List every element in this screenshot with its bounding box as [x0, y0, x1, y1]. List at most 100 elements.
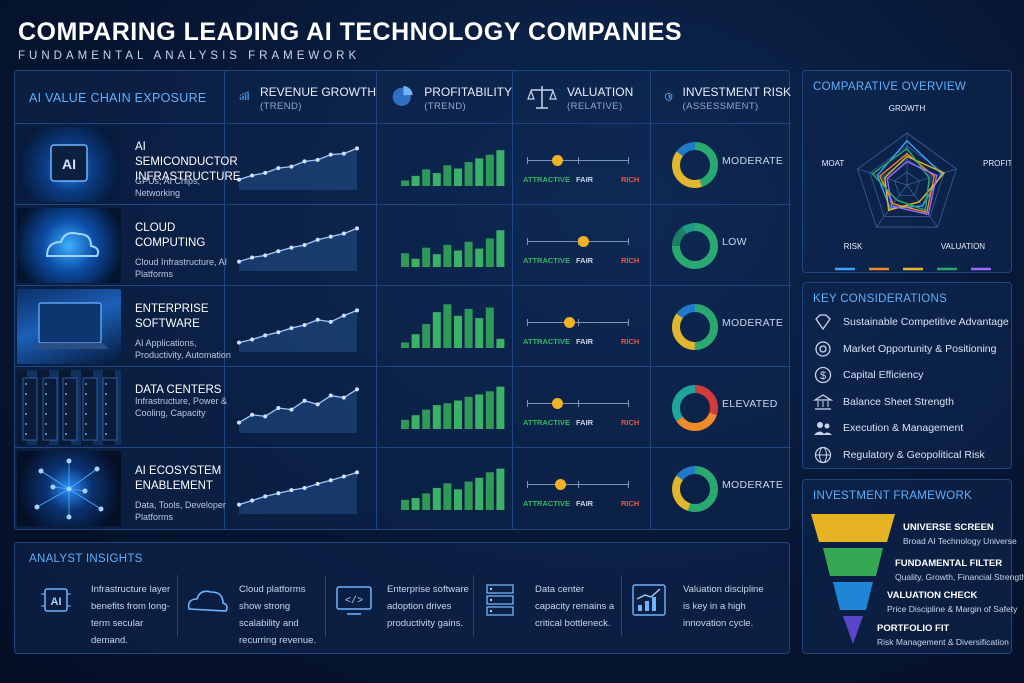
consideration-item: Sustainable Competitive Advantage: [813, 313, 1009, 331]
revenue-growth-sparkline: [237, 387, 359, 433]
profit-bar: [443, 165, 452, 186]
growth-point: [276, 330, 281, 335]
growth-point: [250, 255, 255, 260]
profitability-bars: [401, 468, 505, 510]
donut-segment: [672, 304, 718, 350]
profit-bar: [475, 477, 484, 510]
segment-name: CLOUD COMPUTING: [135, 222, 206, 249]
consideration-item: Market Opportunity & Positioning: [813, 340, 997, 358]
growth-point: [315, 481, 320, 486]
valuation-track: [527, 155, 629, 166]
valuation-scale-label: ATTRACTIVE: [523, 256, 570, 265]
donut-segment: [672, 142, 718, 188]
profit-bar: [475, 394, 484, 429]
valuation-tick: [527, 319, 528, 326]
revenue-growth-cell: [225, 448, 377, 529]
valuation-tick: [527, 157, 528, 164]
profitability-bars: [401, 304, 505, 348]
donut-segment: [672, 466, 718, 512]
profitability-bars: [401, 150, 505, 186]
revenue-growth-sparkline: [237, 146, 359, 190]
profit-bar: [485, 391, 494, 429]
valuation-tick: [527, 238, 528, 245]
key-considerations-panel: KEY CONSIDERATIONS Sustainable Competiti…: [802, 282, 1012, 469]
col-sub-2: (RELATIVE): [567, 101, 623, 112]
insight-item: Cloud platforms show strong scalability …: [185, 581, 325, 649]
valuation-track: [527, 479, 629, 490]
insight-text: Cloud platforms show strong scalability …: [239, 584, 317, 646]
insight-item: Data center capacity remains a critical …: [481, 581, 621, 632]
growth-point: [302, 322, 307, 327]
framework-title: INVESTMENT FRAMEWORK: [813, 490, 973, 502]
bar-chart-icon: [239, 91, 249, 101]
laptop-image: [17, 289, 121, 364]
server-racks-image: [17, 370, 121, 445]
valuation-scale-label: RICH: [621, 337, 640, 346]
valuation-tick: [577, 319, 579, 326]
risk-level: ELEVATED: [722, 398, 778, 410]
pie-chart-icon: [392, 86, 413, 106]
profit-bar: [401, 419, 409, 429]
profitability-cell: [377, 448, 513, 529]
analyst-insights-panel: ANALYST INSIGHTS AI Infrastructure layer …: [14, 542, 790, 654]
profit-bar: [464, 241, 473, 267]
segment-description: Cloud Infrastructure, AI Platforms: [135, 257, 228, 279]
growth-point: [263, 253, 268, 258]
page-title: COMPARING LEADING AI TECHNOLOGY COMPANIE…: [18, 18, 683, 46]
radar-axis-label: MOAT: [822, 159, 845, 168]
profit-bar: [411, 415, 420, 429]
growth-line: [238, 309, 358, 344]
profit-bar: [401, 499, 409, 510]
growth-area: [239, 472, 357, 514]
risk-donut: [672, 304, 718, 350]
valuation-scale-label: FAIR: [576, 256, 594, 265]
growth-line: [238, 471, 358, 506]
investment-risk-cell: MODERATE: [651, 124, 791, 205]
revenue-growth-sparkline: [237, 308, 359, 352]
table-row: CLOUD COMPUTING Cloud Infrastructure, AI …: [15, 205, 791, 286]
profit-bar: [432, 254, 441, 267]
profitability-bars: [401, 386, 505, 429]
server-icon: [486, 584, 514, 616]
valuation-scale-label: FAIR: [576, 418, 594, 427]
profit-bar: [464, 308, 473, 348]
comparative-overview-panel: COMPARATIVE OVERVIEW GROWTH PROFITABILITY…: [802, 70, 1012, 273]
profit-bar: [496, 468, 505, 510]
profit-bar: [411, 175, 420, 186]
donut-segment: [672, 304, 718, 350]
insight-item: AI Infrastructure layer benefits from lon…: [37, 581, 177, 649]
profit-bar: [422, 247, 431, 267]
profit-bar: [432, 173, 441, 186]
bank-icon: [813, 393, 833, 410]
growth-point: [237, 340, 241, 345]
growth-point: [289, 488, 294, 493]
donut-segment: [672, 223, 718, 269]
valuation-track: [527, 236, 629, 247]
segment-cell: AI AI SEMICONDUCTOR INFRASTRUCTURE GPUs, A…: [15, 124, 240, 205]
growth-point: [237, 502, 241, 507]
valuation-scale-label: ATTRACTIVE: [523, 418, 570, 427]
valuation-track: [527, 398, 629, 409]
valuation-marker: [564, 317, 576, 328]
growth-line: [238, 147, 358, 181]
segment-cell: CLOUD COMPUTING Cloud Infrastructure, AI …: [15, 205, 227, 286]
profit-bar: [422, 493, 431, 510]
profit-bar: [443, 244, 452, 267]
col-title-3: INVESTMENT RISK: [682, 85, 791, 99]
profit-bar: [496, 150, 505, 186]
growth-point: [341, 395, 346, 400]
growth-point: [302, 486, 307, 490]
valuation-cell: ATTRACTIVE FAIR RICH: [513, 367, 651, 448]
valuation-scale-label: FAIR: [576, 175, 594, 184]
svg-text:$: $: [820, 370, 826, 382]
risk-donut: [672, 142, 718, 188]
valuation-tick: [628, 319, 629, 326]
valuation-cell: ATTRACTIVE FAIR RICH: [513, 286, 651, 367]
insight-text: Infrastructure layer benefits from long-…: [91, 584, 171, 646]
profit-bar: [443, 403, 452, 429]
profit-bar: [485, 238, 494, 267]
considerations-title: KEY CONSIDERATIONS: [813, 293, 948, 305]
table-row: AI ECOSYSTEM ENABLEMENT Data, Tools, Deve…: [15, 448, 791, 529]
valuation-marker: [552, 398, 564, 409]
risk-level: MODERATE: [722, 155, 784, 167]
